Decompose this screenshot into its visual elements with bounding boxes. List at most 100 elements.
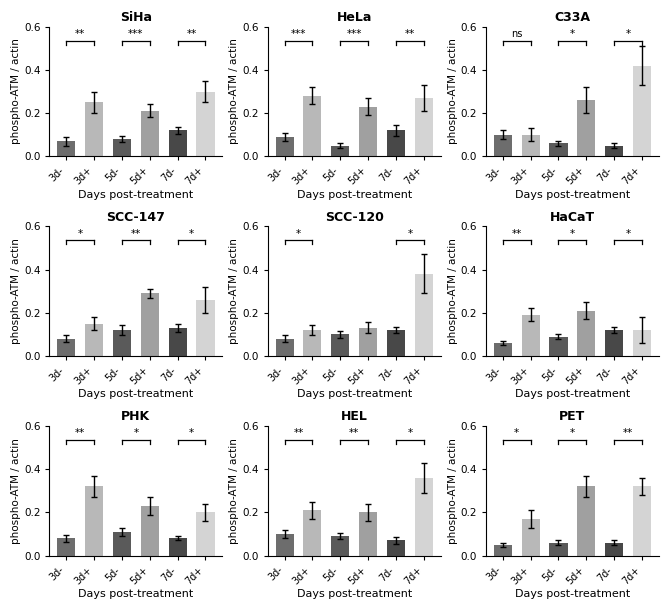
Bar — [331, 536, 349, 556]
Bar — [633, 65, 651, 156]
Bar — [578, 486, 596, 556]
Bar — [522, 135, 540, 156]
Bar — [113, 139, 131, 156]
Text: *: * — [133, 428, 139, 438]
Bar — [633, 486, 651, 556]
Bar — [141, 293, 159, 356]
Bar — [169, 131, 187, 156]
Bar — [196, 92, 214, 156]
Bar — [85, 323, 103, 356]
Text: **: ** — [131, 229, 141, 239]
Bar — [494, 545, 512, 556]
Text: *: * — [570, 229, 575, 239]
Title: HEL: HEL — [341, 411, 368, 423]
Bar — [169, 538, 187, 556]
Bar — [359, 512, 377, 556]
Text: **: ** — [623, 428, 633, 438]
Title: SiHa: SiHa — [120, 11, 152, 24]
Bar — [331, 334, 349, 356]
Text: *: * — [189, 428, 194, 438]
Title: HaCaT: HaCaT — [550, 210, 595, 224]
Bar — [415, 274, 433, 356]
Title: SCC-147: SCC-147 — [107, 210, 165, 224]
Y-axis label: phospho-ATM / actin: phospho-ATM / actin — [11, 38, 21, 145]
X-axis label: Days post-treatment: Days post-treatment — [515, 190, 630, 199]
Bar — [522, 315, 540, 356]
Bar — [387, 540, 405, 556]
Bar — [605, 330, 623, 356]
Bar — [633, 330, 651, 356]
Bar — [549, 543, 567, 556]
Y-axis label: phospho-ATM / actin: phospho-ATM / actin — [229, 38, 239, 145]
Y-axis label: phospho-ATM / actin: phospho-ATM / actin — [448, 238, 458, 344]
Bar — [141, 506, 159, 556]
Bar — [141, 111, 159, 156]
Text: *: * — [570, 428, 575, 438]
Text: **: ** — [186, 29, 197, 39]
Text: ***: *** — [128, 29, 143, 39]
Bar — [113, 330, 131, 356]
Title: HeLa: HeLa — [336, 11, 372, 24]
Bar — [169, 328, 187, 356]
Bar — [304, 330, 322, 356]
Title: C33A: C33A — [554, 11, 590, 24]
Bar — [57, 538, 75, 556]
X-axis label: Days post-treatment: Days post-treatment — [78, 389, 194, 400]
Bar — [549, 143, 567, 156]
Y-axis label: phospho-ATM / actin: phospho-ATM / actin — [11, 238, 21, 344]
Text: *: * — [407, 229, 412, 239]
Text: **: ** — [349, 428, 359, 438]
X-axis label: Days post-treatment: Days post-treatment — [297, 389, 412, 400]
Bar — [57, 142, 75, 156]
Bar — [196, 300, 214, 356]
Text: **: ** — [75, 428, 85, 438]
X-axis label: Days post-treatment: Days post-treatment — [515, 589, 630, 599]
Text: *: * — [626, 29, 630, 39]
Bar — [415, 478, 433, 556]
Y-axis label: phospho-ATM / actin: phospho-ATM / actin — [448, 438, 458, 544]
Title: PET: PET — [559, 411, 586, 423]
Text: *: * — [189, 229, 194, 239]
Bar — [494, 135, 512, 156]
Title: PHK: PHK — [121, 411, 151, 423]
Bar — [605, 543, 623, 556]
Text: **: ** — [293, 428, 304, 438]
Text: *: * — [514, 428, 519, 438]
X-axis label: Days post-treatment: Days post-treatment — [297, 190, 412, 199]
Text: ***: *** — [291, 29, 306, 39]
Bar — [304, 96, 322, 156]
Bar — [605, 146, 623, 156]
Text: *: * — [570, 29, 575, 39]
Title: SCC-120: SCC-120 — [325, 210, 384, 224]
X-axis label: Days post-treatment: Days post-treatment — [78, 190, 194, 199]
Bar — [415, 98, 433, 156]
Bar — [494, 343, 512, 356]
Y-axis label: phospho-ATM / actin: phospho-ATM / actin — [448, 38, 458, 145]
Bar — [196, 512, 214, 556]
Bar — [85, 486, 103, 556]
Text: *: * — [296, 229, 301, 239]
Text: **: ** — [75, 29, 85, 39]
Bar — [304, 510, 322, 556]
Bar — [275, 137, 293, 156]
Text: ns: ns — [511, 29, 523, 39]
Text: **: ** — [405, 29, 415, 39]
Bar — [387, 131, 405, 156]
Bar — [275, 339, 293, 356]
Bar — [359, 107, 377, 156]
Text: *: * — [78, 229, 83, 239]
Bar — [57, 339, 75, 356]
X-axis label: Days post-treatment: Days post-treatment — [78, 589, 194, 599]
X-axis label: Days post-treatment: Days post-treatment — [297, 589, 412, 599]
X-axis label: Days post-treatment: Days post-treatment — [515, 389, 630, 400]
Text: **: ** — [512, 229, 522, 239]
Text: *: * — [626, 229, 630, 239]
Bar — [387, 330, 405, 356]
Y-axis label: phospho-ATM / actin: phospho-ATM / actin — [229, 438, 239, 544]
Bar — [578, 310, 596, 356]
Y-axis label: phospho-ATM / actin: phospho-ATM / actin — [11, 438, 21, 544]
Text: *: * — [407, 428, 412, 438]
Bar — [549, 337, 567, 356]
Y-axis label: phospho-ATM / actin: phospho-ATM / actin — [229, 238, 239, 344]
Bar — [113, 532, 131, 556]
